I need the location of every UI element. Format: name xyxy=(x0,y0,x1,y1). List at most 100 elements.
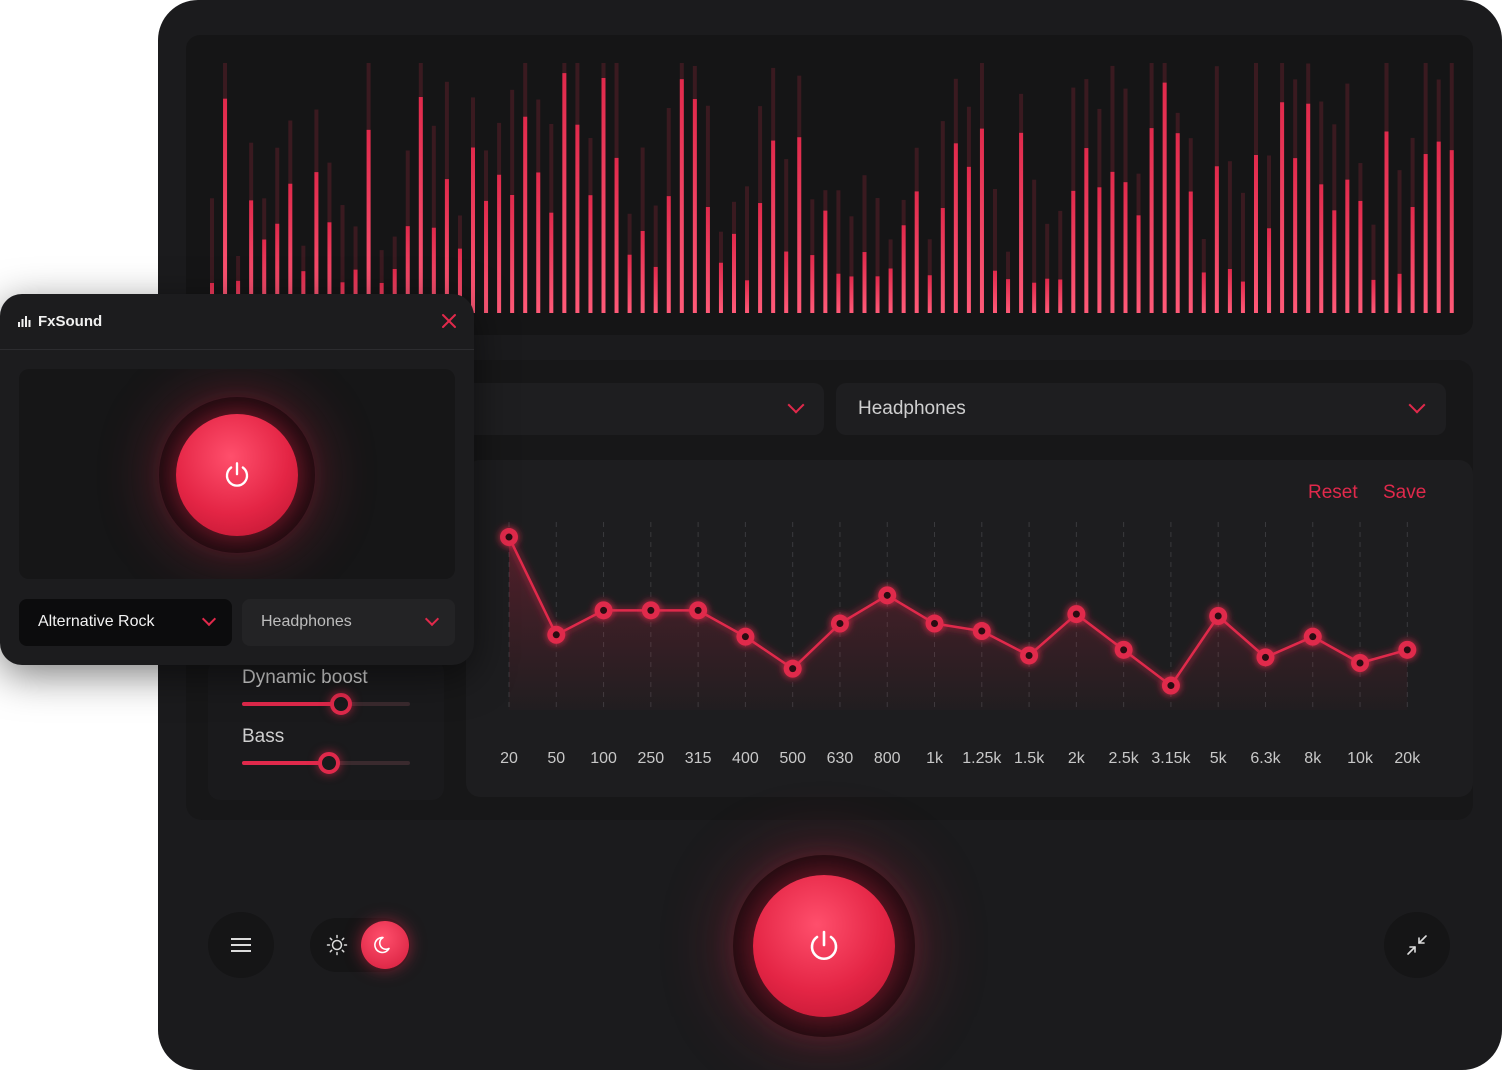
eq-band-handle-5k[interactable] xyxy=(1209,607,1228,625)
main-power-button[interactable] xyxy=(753,875,895,1017)
spectrum-bar xyxy=(588,195,593,313)
eq-band-label: 10k xyxy=(1347,750,1374,767)
spectrum-bar xyxy=(836,273,841,313)
slider-fill xyxy=(242,702,342,706)
spectrum-bar xyxy=(784,251,789,313)
mini-power-button[interactable] xyxy=(176,414,298,536)
close-icon[interactable] xyxy=(441,313,457,329)
eq-band-handle-250[interactable] xyxy=(641,601,660,620)
spectrum-bar xyxy=(979,128,984,313)
eq-band-handle-50[interactable] xyxy=(547,625,566,644)
spectrum-bar xyxy=(771,140,776,313)
moon-icon xyxy=(374,936,390,954)
spectrum-bar xyxy=(1358,200,1363,313)
spectrum-bar xyxy=(914,191,919,313)
spectrum-bar xyxy=(1097,187,1102,313)
mini-preset-dropdown[interactable]: Alternative Rock xyxy=(19,599,232,646)
eq-curve-area xyxy=(509,537,1408,710)
minimize-button[interactable] xyxy=(1384,912,1450,978)
spectrum-bar xyxy=(953,143,958,313)
spectrum-bar xyxy=(1032,282,1037,313)
spectrum-bar xyxy=(1162,82,1167,313)
eq-save-button[interactable]: Save xyxy=(1383,482,1427,503)
eq-band-handle-2.5k[interactable] xyxy=(1114,640,1133,659)
eq-band-handle-630[interactable] xyxy=(830,614,849,633)
spectrum-bar xyxy=(484,200,489,313)
spectrum-bar xyxy=(1227,268,1232,313)
eq-band-label: 1k xyxy=(926,750,944,767)
spectrum-bar xyxy=(901,225,906,313)
slider-thumb[interactable] xyxy=(318,752,341,774)
eq-band-handle-1k[interactable] xyxy=(925,614,944,633)
dynamic-boost-label: Dynamic boost xyxy=(242,667,368,688)
mini-output-dropdown[interactable]: Headphones xyxy=(242,599,455,646)
spectrum-bar xyxy=(1084,148,1089,313)
eq-band-handle-315[interactable] xyxy=(689,601,708,620)
eq-band-handle-8k[interactable] xyxy=(1303,627,1322,646)
spectrum-bar xyxy=(1436,141,1441,313)
spectrum-bar xyxy=(718,262,723,313)
eq-reset-button[interactable]: Reset xyxy=(1308,482,1358,503)
output-dropdown[interactable]: Headphones xyxy=(836,383,1446,435)
eq-band-label: 1.5k xyxy=(1014,750,1045,767)
theme-toggle[interactable] xyxy=(310,918,410,972)
spectrum-bar xyxy=(536,172,541,313)
spectrum-bar xyxy=(1280,102,1285,313)
spectrum-bar xyxy=(1267,228,1272,313)
hamburger-icon xyxy=(231,934,251,956)
eq-band-handle-20k[interactable] xyxy=(1398,640,1417,659)
bass-slider[interactable] xyxy=(242,752,410,774)
spectrum-svg xyxy=(210,63,1454,314)
spectrum-bar xyxy=(732,233,736,313)
eq-band-label: 315 xyxy=(685,750,712,767)
eq-band-handle-2k[interactable] xyxy=(1067,605,1086,624)
eq-band-handle-6.3k[interactable] xyxy=(1256,648,1275,667)
spectrum-bar xyxy=(353,269,358,313)
eq-band-handle-1.25k[interactable] xyxy=(972,622,991,641)
spectrum-bar xyxy=(1071,190,1076,313)
spectrum-bar-ghost xyxy=(1227,161,1232,313)
dark-theme-button[interactable] xyxy=(361,921,409,969)
bass-label: Bass xyxy=(242,726,285,747)
slider-thumb[interactable] xyxy=(330,693,353,715)
spectrum-bar xyxy=(405,226,410,313)
eq-band-label: 100 xyxy=(590,750,617,767)
menu-button[interactable] xyxy=(208,912,274,978)
spectrum-bar xyxy=(444,179,449,313)
spectrum-bar xyxy=(1345,179,1350,313)
eq-band-handle-1.5k[interactable] xyxy=(1020,646,1039,665)
spectrum-bar xyxy=(575,124,580,313)
spectrum-bar xyxy=(549,212,554,313)
eq-band-label: 400 xyxy=(732,750,759,767)
spectrum-bar xyxy=(327,222,332,313)
spectrum-bar xyxy=(366,129,371,313)
eq-band-handle-800[interactable] xyxy=(878,586,897,605)
spectrum-bar xyxy=(875,276,880,313)
spectrum-bar xyxy=(679,79,684,313)
spectrum-bar xyxy=(1240,281,1245,313)
eq-band-handle-10k[interactable] xyxy=(1351,654,1370,672)
output-dropdown-value: Headphones xyxy=(858,398,966,419)
light-theme-button[interactable] xyxy=(320,928,354,962)
spectrum-bar xyxy=(1371,279,1376,313)
spectrum-bar-ghost xyxy=(849,216,854,313)
spectrum-bar xyxy=(275,223,280,313)
spectrum-bar-ghost xyxy=(1371,224,1376,313)
main-power-ring xyxy=(733,855,915,1037)
eq-band-handle-20[interactable] xyxy=(500,528,518,547)
eq-band-label: 50 xyxy=(547,750,565,767)
eq-band-label: 1.25k xyxy=(962,750,1002,767)
eq-band-handle-100[interactable] xyxy=(594,601,613,620)
dynamic-boost-slider[interactable] xyxy=(242,693,410,715)
spectrum-bar xyxy=(262,239,267,313)
spectrum-bar xyxy=(497,174,502,313)
eq-band-handle-3.15k[interactable] xyxy=(1161,676,1180,695)
spectrum-bar xyxy=(1384,131,1389,313)
mini-header: FxSound xyxy=(0,294,474,350)
eq-band-handle-500[interactable] xyxy=(783,659,802,678)
spectrum-bar xyxy=(1449,150,1454,313)
power-icon xyxy=(810,930,838,960)
spectrum-bar xyxy=(523,116,528,313)
eq-band-handle-400[interactable] xyxy=(736,627,755,646)
eq-band-label: 800 xyxy=(874,750,901,767)
